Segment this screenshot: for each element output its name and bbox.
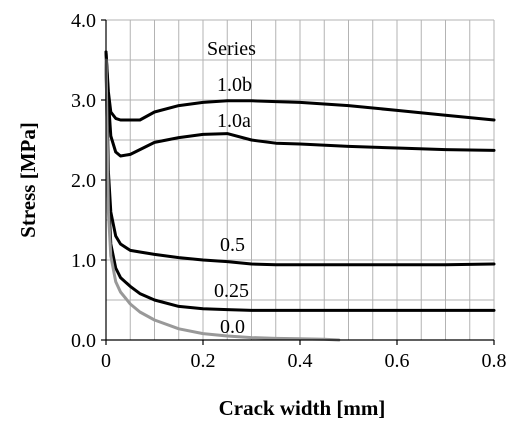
x-tick-label: 0 (101, 350, 111, 372)
series-line-0-0 (104, 58, 341, 342)
series-label-1-0a: 1.0a (217, 110, 251, 132)
series-labels: 1.0b 1.0a 0.5 0.25 0.0 (214, 74, 252, 338)
tick-labels: 0.0 1.0 2.0 3.0 4.0 0 0.2 0.4 0.6 0.8 (71, 10, 507, 372)
y-axis-title: Stress [MPa] (16, 122, 40, 238)
x-tick-label: 0.8 (482, 350, 507, 372)
series-line-0-5 (104, 58, 496, 267)
series-label-0-5: 0.5 (220, 234, 245, 256)
series-lines (104, 50, 496, 342)
x-axis-title: Crack width [mm] (219, 396, 386, 420)
x-tick-label: 0.2 (191, 350, 216, 372)
series-line-1-0a (104, 50, 496, 158)
series-label-0-0: 0.0 (220, 316, 245, 338)
y-tick-label: 1.0 (71, 250, 96, 272)
y-tick-label: 4.0 (71, 10, 96, 32)
legend-title: Series (207, 38, 256, 60)
series-line-1-0b (104, 50, 496, 122)
y-tick-label: 2.0 (71, 170, 96, 192)
x-tick-label: 0.6 (385, 350, 410, 372)
grid-lines (105, 19, 495, 341)
series-label-1-0b: 1.0b (217, 74, 252, 96)
series-label-0-25: 0.25 (214, 280, 249, 302)
x-tick-label: 0.4 (288, 350, 313, 372)
series-line-0-25 (104, 58, 496, 312)
y-tick-label: 0.0 (71, 330, 96, 352)
y-tick-label: 3.0 (71, 90, 96, 112)
